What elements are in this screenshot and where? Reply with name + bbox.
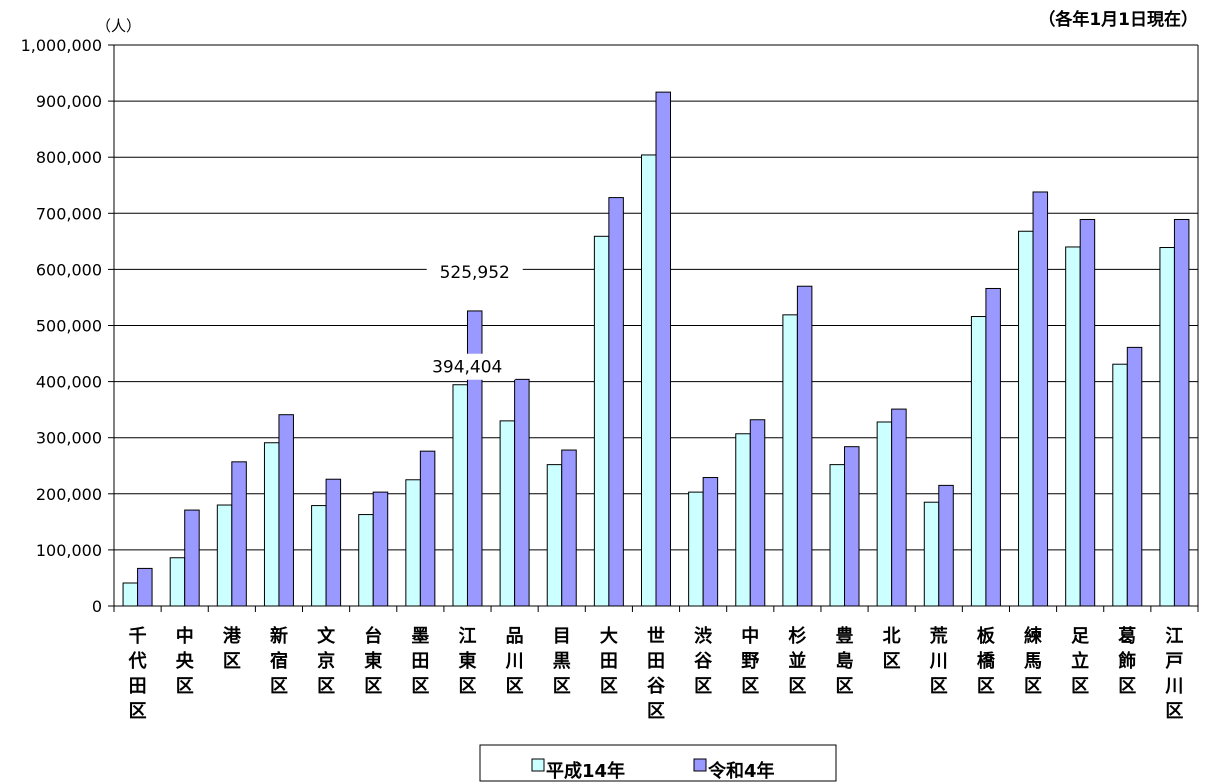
unit-label: （人） (96, 17, 141, 35)
axes (108, 44, 1199, 612)
bar-reiwa4 (419, 450, 436, 607)
category-label: 目黒区 (553, 626, 571, 697)
bar-heisei14 (169, 557, 186, 607)
bar-reiwa4 (702, 477, 719, 607)
y-tick-labels: 0 100,000 200,000 300,000 400,000 500,000 600,… (21, 36, 102, 616)
category-label: 大田区 (600, 625, 618, 697)
category-label: 豊島区 (836, 626, 854, 697)
bar-heisei14 (1018, 230, 1034, 607)
bar-heisei14 (499, 420, 516, 607)
bar-reiwa4 (372, 491, 389, 607)
bar-reiwa4 (844, 446, 860, 607)
category-label: 文京区 (317, 625, 336, 697)
bar-heisei14 (263, 442, 280, 607)
y-tick-label: 400,000 (36, 373, 102, 392)
bars (122, 91, 1190, 607)
bar-reiwa4 (184, 509, 200, 607)
bar-heisei14 (311, 505, 327, 607)
bar-heisei14 (782, 314, 798, 607)
bar-heisei14 (546, 464, 563, 607)
legend-swatch-reiwa4 (693, 758, 707, 772)
bar-reiwa4 (1173, 218, 1190, 607)
bar-reiwa4 (891, 408, 907, 607)
category-label: 板橋区 (977, 625, 996, 697)
bar-reiwa4 (985, 287, 1001, 607)
category-label: 江東区 (458, 626, 476, 697)
category-label: 墨田区 (411, 626, 429, 697)
bar-heisei14 (829, 464, 846, 607)
bar-heisei14 (688, 491, 704, 607)
bar-heisei14 (1159, 247, 1175, 607)
data-label-bg (419, 353, 516, 380)
category-label: 江戸川区 (1164, 626, 1183, 722)
bar-reiwa4 (1032, 191, 1049, 607)
bar-reiwa4 (231, 461, 247, 607)
bar-reiwa4 (137, 567, 153, 607)
y-tick-label: 1,000,000 (21, 36, 102, 55)
bar-heisei14 (122, 582, 139, 607)
bar-heisei14 (641, 154, 657, 607)
bar-heisei14 (923, 501, 940, 607)
legend-swatch-heisei14 (531, 758, 545, 772)
y-tick-label: 800,000 (36, 148, 102, 167)
bar-heisei14 (1112, 363, 1128, 607)
bar-reiwa4 (749, 419, 766, 607)
bar-heisei14 (452, 384, 468, 607)
category-label: 新宿区 (270, 625, 288, 697)
y-tick-label: 0 (92, 597, 102, 616)
bar-heisei14 (1065, 246, 1081, 607)
y-tick-label: 100,000 (36, 541, 102, 560)
y-tick-label: 600,000 (36, 260, 102, 279)
bar-heisei14 (593, 235, 610, 607)
category-label: 杉並区 (788, 625, 806, 697)
category-label: 渋谷区 (694, 625, 713, 697)
bar-reiwa4 (1126, 346, 1143, 607)
category-label: 足立区 (1071, 626, 1089, 697)
data-label: 525,952 (440, 263, 510, 283)
category-labels: 千代田区 中央区 港区 新宿区 文京区 台東区 墨田区 江東区 品川区 目黒区 大田区 世田谷区 渋谷区… (128, 625, 1184, 722)
bar-reiwa4 (938, 484, 954, 607)
category-label: 荒川区 (929, 625, 948, 697)
data-label: 394,404 (432, 358, 502, 378)
category-label: 千代田区 (128, 626, 147, 722)
bar-reiwa4 (655, 91, 671, 607)
category-label: 台東区 (364, 625, 382, 697)
y-tick-label: 300,000 (36, 429, 102, 448)
y-tick-label: 900,000 (36, 92, 102, 111)
category-label: 北区 (883, 626, 901, 672)
date-note: （各年1月1日現在） (1038, 9, 1198, 30)
category-label: 港区 (223, 626, 242, 672)
bar-heisei14 (405, 479, 421, 607)
bar-heisei14 (216, 504, 233, 607)
bar-reiwa4 (514, 378, 530, 607)
bar-reiwa4 (278, 414, 294, 607)
y-tick-label: 200,000 (36, 485, 102, 504)
category-label: 葛飾区 (1117, 626, 1136, 697)
bar-heisei14 (358, 514, 374, 607)
category-label: 品川区 (505, 626, 524, 697)
annotations: 394,404 525,952 (419, 258, 523, 380)
bar-reiwa4 (608, 197, 624, 607)
category-label: 世田谷区 (647, 626, 666, 722)
category-label: 練馬区 (1024, 625, 1042, 697)
bar-heisei14 (735, 433, 751, 607)
data-label-bg (426, 258, 523, 285)
bar-reiwa4 (1079, 218, 1096, 607)
legend-label-heisei14: 平成14年 (546, 760, 625, 782)
legend: 平成14年 令和4年 (479, 744, 837, 782)
bar-reiwa4 (796, 285, 813, 607)
category-label: 中野区 (741, 625, 759, 697)
legend-label-reiwa4: 令和4年 (707, 760, 775, 782)
bar-reiwa4 (325, 478, 342, 607)
y-tick-label: 500,000 (36, 317, 102, 336)
bar-reiwa4 (561, 449, 577, 607)
bar-heisei14 (876, 421, 893, 607)
category-label: 中央区 (176, 625, 195, 697)
y-tick-label: 700,000 (36, 204, 102, 223)
bar-heisei14 (970, 316, 987, 607)
